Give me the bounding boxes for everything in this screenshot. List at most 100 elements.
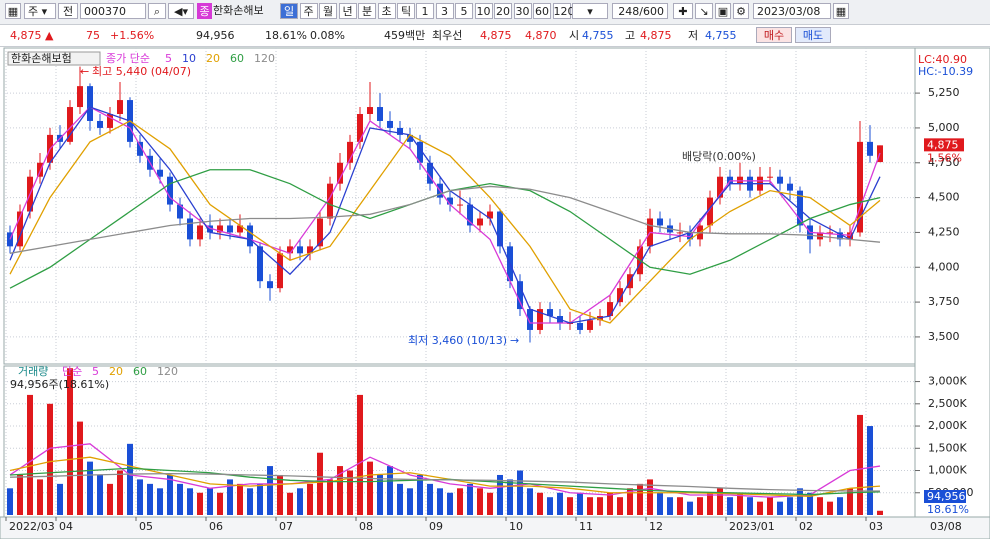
settings-icon[interactable]: ⚙	[733, 3, 749, 19]
volume-bar	[737, 492, 743, 515]
price: 4,875	[10, 29, 42, 42]
x-tick-label: 2023/01	[729, 520, 775, 533]
volume-bar	[527, 488, 533, 515]
y-tick-label: 2,500K	[928, 397, 967, 410]
last-volume: 94,956	[927, 490, 966, 503]
volume-title: 거래량	[18, 365, 48, 378]
high-label: 고	[625, 29, 636, 42]
volume-bar	[277, 474, 283, 515]
volume-bar	[47, 403, 53, 515]
x-tick-label: 05	[139, 520, 153, 533]
buy-button[interactable]: 매수	[756, 27, 792, 43]
candle-body	[577, 322, 583, 330]
candle-body	[167, 176, 173, 205]
volume-bar	[397, 483, 403, 515]
candle-body	[477, 218, 483, 226]
candle-body	[37, 162, 43, 177]
y-tick-label: 3,000K	[928, 375, 967, 388]
candle-body	[337, 162, 343, 184]
y-tick-label: 2,000K	[928, 419, 967, 432]
candle-body	[187, 218, 193, 240]
x-tick-label: 10	[509, 520, 523, 533]
candle-body	[237, 225, 243, 233]
code: 000370	[84, 5, 126, 18]
candle-body	[317, 218, 323, 247]
period-button[interactable]: 주	[299, 3, 318, 19]
save-icon[interactable]: ▣	[715, 3, 731, 19]
volume-bar	[587, 497, 593, 515]
period-label: 분	[361, 5, 373, 18]
x-tick-label: 08	[359, 520, 373, 533]
period-button[interactable]: 1	[416, 3, 434, 19]
legend-entry: 20	[109, 365, 123, 378]
candle-body	[537, 309, 543, 330]
candle-body	[787, 183, 793, 191]
candle-body	[407, 134, 413, 142]
stock-icon[interactable]: 종	[197, 3, 212, 19]
legend-indicator: 종가 단순	[106, 52, 150, 65]
period-label: 주	[303, 5, 314, 18]
y-tick-label: 4,500	[928, 191, 960, 204]
last-price: 4,875	[927, 138, 959, 151]
ma-line	[9, 106, 881, 324]
volume-bar	[507, 479, 513, 515]
period-button[interactable]: 틱	[397, 3, 415, 19]
tool-icon[interactable]: ↘	[695, 3, 713, 19]
high-arrow: ←	[80, 65, 89, 78]
volume-bar	[147, 483, 153, 515]
period-button[interactable]: 일	[280, 3, 298, 19]
candle-body	[157, 169, 163, 177]
candle-body	[487, 211, 493, 219]
sound-button[interactable]: ◀▾	[168, 3, 194, 19]
interval-input[interactable]: ▾	[572, 3, 608, 19]
volume-bar	[387, 466, 393, 515]
volume-bar	[67, 368, 73, 515]
period-button[interactable]: 10	[474, 3, 493, 19]
volume-bar	[357, 394, 363, 515]
period-button[interactable]: 월	[319, 3, 337, 19]
tool-icon[interactable]: ✚	[673, 3, 693, 19]
period-button[interactable]: 초	[377, 3, 396, 19]
period-button[interactable]: 년	[338, 3, 357, 19]
low-label: 저	[688, 29, 699, 42]
volume-bar	[137, 479, 143, 515]
volume-bar	[487, 492, 493, 515]
best-bid: 4,870	[525, 29, 557, 42]
x-tick-label: 04	[59, 520, 73, 533]
period-button[interactable]: 60	[533, 3, 551, 19]
period-button[interactable]: 5	[455, 3, 473, 19]
period-label: 월	[322, 5, 334, 18]
count-box[interactable]: 248/600	[612, 3, 668, 19]
volume-bar	[677, 497, 683, 515]
calendar-icon[interactable]: ▦	[833, 3, 849, 19]
period-button[interactable]: 120	[552, 3, 575, 19]
sell-button[interactable]: 매도	[795, 27, 831, 43]
candle-body	[347, 141, 353, 163]
search-button[interactable]: ⌕	[148, 3, 166, 19]
volume-bar	[747, 497, 753, 515]
ma-line	[9, 120, 881, 324]
period-button[interactable]: 분	[358, 3, 376, 19]
volume-bar	[117, 470, 123, 515]
volume-bar	[287, 492, 293, 515]
candle-body	[327, 183, 333, 219]
kind-select[interactable]: 주 ▾	[24, 3, 56, 19]
scope-button[interactable]: 전	[58, 3, 78, 19]
y-tick-label: 5,250	[928, 86, 960, 99]
code-input[interactable]: 000370	[80, 3, 146, 19]
menu-icon[interactable]: ▦	[5, 3, 21, 19]
volume-bar	[187, 488, 193, 515]
period-button[interactable]: 20	[494, 3, 512, 19]
volume-header: 94,956주(18.61%)	[10, 378, 109, 391]
open-label: 시	[569, 29, 580, 42]
legend-entry: 120	[157, 365, 178, 378]
volume-bar	[837, 497, 843, 515]
last-pct: 1.56%	[927, 151, 962, 164]
volume-bar	[337, 466, 343, 515]
date-input[interactable]: 2023/03/08	[753, 3, 831, 19]
candle-body	[797, 190, 803, 226]
period-button[interactable]: 3	[435, 3, 454, 19]
last-volume-box	[924, 490, 966, 503]
candle-body	[777, 176, 783, 184]
period-button[interactable]: 30	[513, 3, 532, 19]
